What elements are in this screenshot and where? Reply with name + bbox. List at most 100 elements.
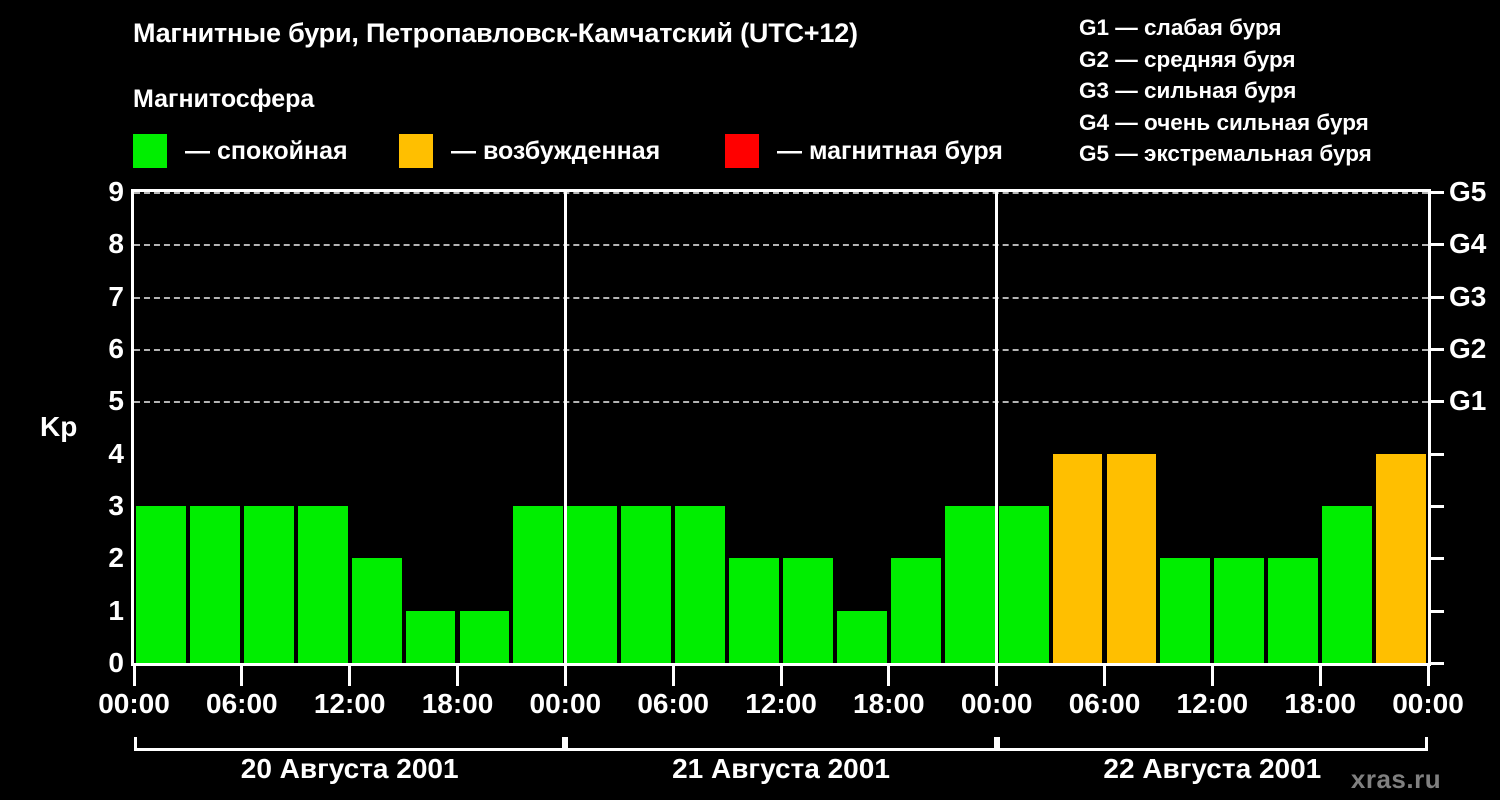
g-scale-line-g3: G3 — сильная буря — [1079, 78, 1297, 103]
g-tick-mark — [1431, 348, 1444, 351]
day-bracket — [134, 737, 566, 751]
bar — [783, 558, 833, 663]
x-tick-label: 00:00 — [98, 688, 170, 719]
g-scale-line-g1: G1 — слабая буря — [1079, 15, 1282, 40]
legend-item-quiet: — спокойная — [133, 133, 348, 169]
bar — [297, 506, 348, 663]
bar — [1322, 506, 1373, 663]
g-tick-mark — [1431, 400, 1444, 404]
x-tick-label: 06:00 — [206, 688, 278, 719]
bar — [729, 558, 779, 663]
x-tick-label: 00:00 — [529, 688, 602, 719]
x-tick-label: 00:00 — [960, 688, 1033, 719]
bar — [1160, 558, 1211, 663]
day-label: 21 Августа 2001 — [672, 753, 890, 784]
day-bracket — [565, 737, 997, 751]
gridline-kp-7 — [134, 296, 1428, 299]
y-tick-label-7: 7 — [108, 280, 124, 312]
bar — [567, 506, 618, 663]
g-tick-label-G4: G4 — [1449, 228, 1487, 260]
bar — [189, 506, 240, 663]
x-tick-label: 18:00 — [853, 688, 925, 719]
g-tick-mark — [1431, 191, 1444, 194]
legend-item-unsettled: — возбужденная — [399, 133, 660, 169]
magnetosphere-legend: — спокойная — возбужденная — магнитная б… — [133, 133, 1033, 169]
bar — [1376, 453, 1426, 663]
legend-swatch-unsettled — [399, 134, 433, 168]
gridline-kp-6 — [134, 349, 1428, 351]
plot-area — [131, 189, 1431, 666]
y-tick-label-0: 0 — [108, 647, 124, 678]
y-tick-label-5: 5 — [108, 385, 124, 417]
x-tick-label: 00:00 — [1392, 688, 1464, 719]
legend-swatch-storm — [725, 134, 759, 168]
x-tick-label: 18:00 — [421, 688, 494, 719]
g-tick-label-G3: G3 — [1449, 280, 1487, 312]
bar — [459, 610, 510, 663]
bar — [675, 506, 726, 663]
g-tick-label-G2: G2 — [1449, 333, 1487, 364]
x-tick-label: 06:00 — [637, 688, 709, 719]
bar — [243, 506, 294, 663]
bar — [836, 610, 887, 663]
legend-item-storm: — магнитная буря — [725, 133, 1003, 169]
y-tick-label-4: 4 — [108, 437, 124, 469]
x-tick-mark — [1103, 666, 1106, 686]
bar — [1214, 558, 1265, 663]
legend-swatch-quiet — [133, 134, 167, 168]
g-axis-minor-tick — [1431, 505, 1444, 508]
x-tick-label: 12:00 — [1176, 688, 1249, 719]
y-tick-label-6: 6 — [108, 333, 124, 364]
bar — [944, 506, 995, 663]
bar — [621, 506, 672, 663]
bar — [1052, 453, 1103, 663]
watermark: xras.ru — [1350, 764, 1442, 794]
x-tick-mark — [1426, 666, 1430, 686]
bar — [890, 558, 941, 663]
y-tick-label-3: 3 — [108, 490, 124, 521]
g-scale-line-g5: G5 — экстремальная буря — [1079, 141, 1372, 166]
day-separator — [563, 192, 567, 663]
g-axis-minor-tick — [1431, 557, 1444, 561]
day-label: 20 Августа 2001 — [240, 753, 459, 784]
y-tick-label-8: 8 — [108, 228, 124, 260]
bar — [1106, 453, 1157, 663]
day-bracket — [996, 737, 1428, 751]
x-tick-mark — [995, 666, 999, 686]
x-tick-label: 18:00 — [1284, 688, 1356, 719]
gridline-kp-5 — [134, 401, 1428, 404]
g-tick-label-G5: G5 — [1449, 176, 1487, 207]
g-tick-label-G1: G1 — [1449, 385, 1487, 417]
day-separator — [995, 192, 999, 663]
y-tick-label-9: 9 — [108, 176, 124, 207]
g-scale-legend: G1 — слабая буря G2 — средняя буря G3 — … — [1079, 12, 1499, 170]
bar — [351, 558, 402, 663]
bar — [998, 506, 1049, 663]
x-tick-mark — [887, 666, 891, 686]
x-tick-mark — [563, 666, 567, 686]
bar — [405, 610, 456, 663]
g-scale-line-g2: G2 — средняя буря — [1079, 46, 1296, 72]
day-label: 22 Августа 2001 — [1103, 753, 1322, 784]
bar — [513, 506, 564, 663]
plot-inner — [134, 192, 1428, 663]
g-tick-mark — [1431, 295, 1444, 299]
gridline-kp-9 — [134, 192, 1428, 194]
page-title: Магнитные бури, Петропавловск-Камчатский… — [133, 18, 858, 48]
x-tick-label: 12:00 — [313, 688, 386, 719]
x-tick-mark — [671, 666, 675, 686]
magnetosphere-heading: Магнитосфера — [133, 85, 315, 113]
y-tick-label-1: 1 — [108, 594, 124, 626]
x-tick-label: 06:00 — [1068, 688, 1141, 719]
x-tick-mark — [779, 666, 783, 686]
x-tick-mark — [456, 666, 459, 686]
g-tick-mark — [1431, 243, 1444, 247]
g-axis-minor-tick — [1431, 662, 1444, 665]
x-tick-mark — [132, 666, 136, 686]
y-tick-label-2: 2 — [108, 542, 124, 574]
g-axis-minor-tick — [1431, 452, 1444, 456]
x-tick-mark — [240, 666, 244, 686]
x-tick-mark — [1210, 666, 1214, 686]
bar — [136, 506, 186, 663]
